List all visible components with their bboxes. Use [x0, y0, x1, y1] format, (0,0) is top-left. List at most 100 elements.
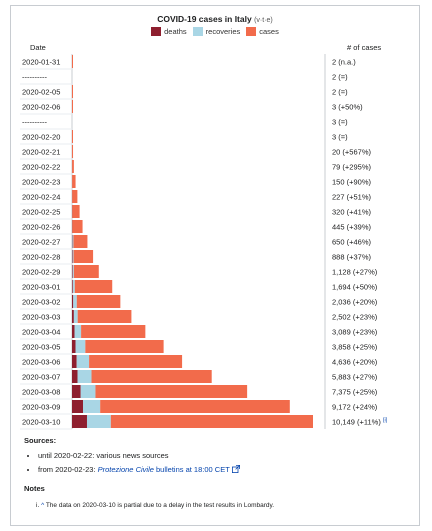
row-total-label: 2,036 (+20%)	[332, 298, 378, 307]
bar-segment-cases	[72, 145, 74, 158]
source-prefix: from 2020-02-23:	[38, 465, 98, 474]
bar-segment-deaths	[72, 355, 77, 368]
cases-column-header: # of cases	[347, 43, 382, 52]
row-date-label: 2020-02-21	[22, 148, 60, 157]
row-date-label: 2020-02-22	[22, 163, 60, 172]
chart-frame: COVID-19 cases in Italy (v·t·e) deaths re…	[10, 5, 420, 526]
bar-segment-recoveries	[72, 235, 74, 248]
bar-segment-cases	[91, 370, 212, 383]
bar-segment-recoveries	[73, 310, 78, 323]
notes-heading: Notes	[24, 484, 45, 493]
row-total-label: 3,858 (+25%)	[332, 343, 378, 352]
row-total-label: 3,089 (+23%)	[332, 328, 378, 337]
bar-segment-cases	[72, 85, 73, 98]
bar-segment-cases	[85, 340, 164, 353]
row-date-label: 2020-02-20	[22, 133, 60, 142]
row-date-label: 2020-03-06	[22, 358, 60, 367]
row-total-label: 888 (+37%)	[332, 253, 371, 262]
source-suffix-link[interactable]: bulletins at 18:00 CET	[153, 465, 230, 474]
row-date-label: 2020-03-01	[22, 283, 60, 292]
bar-segment-deaths	[72, 280, 73, 293]
bar-segment-cases	[72, 190, 78, 203]
note-backlink[interactable]: ^	[41, 502, 45, 509]
bar-segment-recoveries	[80, 385, 96, 398]
row-total-label: 227 (+51%)	[332, 193, 371, 202]
protezione-civile-link[interactable]: Protezione Civile	[97, 465, 154, 474]
bar-segment-deaths	[72, 415, 87, 428]
row-total-label: 9,172 (+24%)	[332, 403, 378, 412]
bar-segment-recoveries	[72, 250, 74, 263]
date-column-header: Date	[30, 43, 46, 52]
note-marker: i.	[36, 502, 40, 509]
note-reference[interactable]: [i]	[383, 418, 388, 424]
row-total-label: 2,502 (+23%)	[332, 313, 378, 322]
legend-swatch	[151, 27, 162, 36]
bar-segment-cases	[72, 130, 73, 143]
row-total-label: 445 (+39%)	[332, 223, 371, 232]
bar-segment-deaths	[72, 400, 83, 413]
row-date-label: 2020-03-02	[22, 298, 60, 307]
row-date-label: 2020-02-29	[22, 268, 60, 277]
bar-segment-recoveries	[74, 325, 82, 338]
legend-label: cases	[259, 27, 279, 36]
external-link-icon[interactable]	[231, 465, 240, 473]
row-total-label: 2 (=)	[332, 88, 348, 97]
row-date-label: 2020-03-03	[22, 313, 60, 322]
row-total-label: 79 (+295%)	[332, 163, 371, 172]
legend: deaths recoveries cases	[11, 27, 419, 36]
legend-swatch	[246, 27, 257, 36]
source-item: until 2020-02-22: various news sources	[38, 451, 414, 460]
legend-item-deaths: deaths	[151, 27, 187, 36]
row-date-label: 2020-03-07	[22, 373, 60, 382]
bar-segment-recoveries	[76, 355, 90, 368]
row-total-label: 320 (+41%)	[332, 208, 371, 217]
row-total-label: 5,883 (+27%)	[332, 373, 378, 382]
bar-segment-cases	[73, 265, 99, 278]
row-date-label: 2020-02-28	[22, 253, 60, 262]
row-date-label: 2020-02-23	[22, 178, 60, 187]
row-date-label: 2020-03-09	[22, 403, 60, 412]
row-date-label: 2020-02-26	[22, 223, 60, 232]
bar-segment-deaths	[72, 295, 74, 308]
navbox-links[interactable]: (v·t·e)	[254, 17, 273, 24]
chart-title: COVID-19 cases in Italy	[157, 14, 252, 24]
sources-section: Sources: until 2020-02-22: various news …	[24, 436, 414, 479]
row-total-label: 150 (+90%)	[332, 178, 371, 187]
chart-title-row: COVID-19 cases in Italy (v·t·e)	[11, 14, 419, 24]
bar-segment-cases	[72, 100, 73, 113]
row-total-label: 1,694 (+50%)	[332, 283, 378, 292]
legend-label: recoveries	[205, 27, 241, 36]
bar-segment-cases	[77, 310, 132, 323]
bar-segment-recoveries	[73, 295, 77, 308]
row-total-label: 1,128 (+27%)	[332, 268, 378, 277]
row-date-label: 2020-02-06	[22, 103, 60, 112]
bar-segment-cases	[89, 355, 183, 368]
bar-segment-recoveries	[77, 370, 92, 383]
bar-segment-recoveries	[82, 400, 101, 413]
bar-segment-cases	[72, 220, 83, 233]
bar-segment-deaths	[72, 325, 75, 338]
bar-segment-cases	[76, 295, 121, 308]
legend-item-recoveries: recoveries	[192, 27, 241, 36]
legend-label: deaths	[164, 27, 187, 36]
row-date-label: 2020-02-24	[22, 193, 60, 202]
bar-segment-deaths	[72, 310, 74, 323]
row-date-label: 2020-01-31	[22, 58, 60, 67]
row-total-label: 4,636 (+20%)	[332, 358, 378, 367]
bar-segment-cases	[95, 385, 248, 398]
bar-segment-recoveries	[75, 340, 86, 353]
row-date-label: ----------	[22, 118, 47, 127]
row-total-label: 2 (=)	[332, 73, 348, 82]
bar-segment-cases	[81, 325, 146, 338]
legend-swatch	[192, 27, 203, 36]
row-total-label: 2 (n.a.)	[332, 58, 356, 67]
row-total-label: 3 (+50%)	[332, 103, 363, 112]
row-total-label: 3 (=)	[332, 118, 348, 127]
row-date-label: 2020-02-27	[22, 238, 60, 247]
sources-heading: Sources:	[24, 436, 57, 445]
bar-segment-cases	[72, 175, 76, 188]
chart-plot: 2020-01-31 2 (n.a.) ---------- 2 (=) 2020-02…	[20, 54, 388, 430]
bar-segment-cases	[74, 280, 113, 293]
bar-segment-recoveries	[86, 415, 111, 428]
bar-segment-cases	[73, 250, 94, 263]
